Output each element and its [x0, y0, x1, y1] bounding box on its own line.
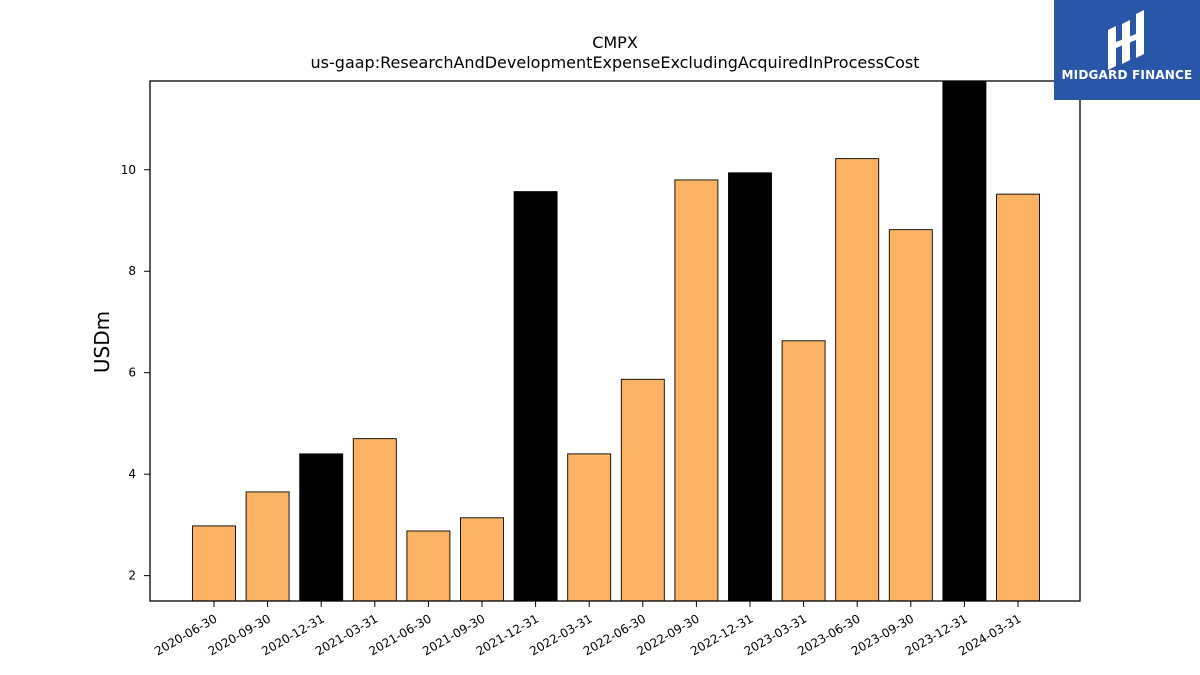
bar-2021-03-31 — [352, 438, 397, 602]
chart-title: CMPX — [592, 33, 638, 52]
bar-2023-12-31 — [942, 80, 987, 602]
x-ticks-group: 2020-06-302020-09-302020-12-312021-03-31… — [152, 601, 1024, 658]
brand-logo: MIDGARD FINANCE — [1054, 0, 1200, 100]
bar-2022-09-30 — [674, 179, 719, 602]
bar-2021-12-31 — [513, 191, 558, 602]
bar-2023-06-30 — [835, 158, 880, 602]
bar-2020-06-30 — [192, 525, 236, 602]
y-tick-label: 6 — [128, 366, 136, 380]
bar-2022-06-30 — [620, 378, 665, 602]
bar-2022-03-31 — [567, 453, 612, 602]
plot-frame — [149, 80, 1081, 602]
bar-2022-12-31 — [728, 172, 772, 602]
y-tick-label: 4 — [128, 467, 136, 481]
bar-2024-03-31 — [996, 193, 1040, 602]
y-ticks-group: 2 4 6 8 10 — [121, 163, 150, 583]
bar-2020-09-30 — [245, 491, 290, 602]
y-tick-label: 10 — [121, 163, 136, 177]
bar-2021-06-30 — [406, 530, 451, 602]
y-tick-label: 2 — [128, 569, 136, 583]
bars-group — [192, 80, 1040, 602]
chart-subtitle: us-gaap:ResearchAndDevelopmentExpenseExc… — [311, 53, 920, 72]
bar-2020-12-31 — [299, 453, 344, 602]
logo-text: MIDGARD FINANCE — [1061, 68, 1193, 82]
bar-2023-03-31 — [781, 340, 826, 602]
y-axis-label: USDm — [90, 311, 114, 373]
midgard-logo-icon — [1108, 10, 1144, 70]
bar-2021-09-30 — [460, 517, 504, 602]
y-tick-label: 8 — [128, 264, 136, 278]
bar-2023-09-30 — [888, 229, 933, 602]
